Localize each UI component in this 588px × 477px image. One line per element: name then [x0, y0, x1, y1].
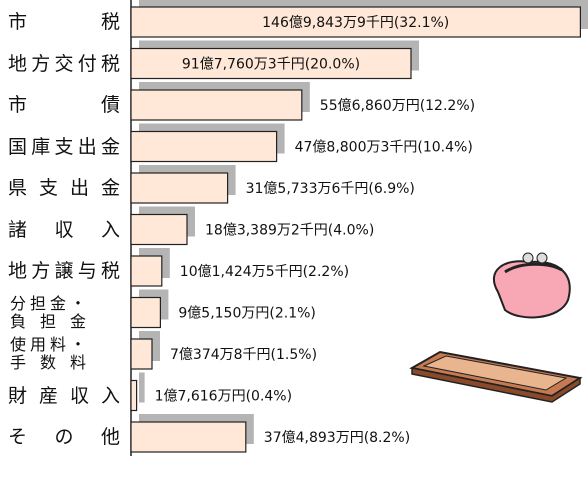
chart: 146億9,843万9千円(32.1%) 91億7,760万3千円(20.0%) 5…	[0, 0, 588, 477]
category-label: 県支出金	[8, 178, 120, 198]
value-label: 37億4,893万円(8.2%)	[264, 430, 410, 446]
value-label: 9億5,150万円(2.1%)	[178, 306, 315, 322]
category-label: 財産収入	[8, 386, 120, 406]
value-label: 31億5,733万6千円(6.9%)	[246, 181, 415, 197]
category-label: 市債	[8, 95, 120, 115]
value-label: 91億7,760万3千円(20.0%)	[182, 57, 360, 73]
bar	[131, 298, 160, 328]
bar-shadow	[139, 373, 145, 403]
purse	[494, 253, 570, 317]
value-label: 10億1,424万5千円(2.2%)	[180, 264, 349, 280]
category-label: 使用料・手数料	[10, 336, 86, 372]
bar	[131, 173, 228, 203]
category-label: 地方譲与税	[8, 261, 120, 281]
abacus	[412, 352, 580, 402]
bar	[131, 90, 302, 120]
category-label: 地方交付税	[8, 54, 120, 74]
category-label: その他	[8, 427, 120, 447]
category-label: 市税	[8, 12, 120, 32]
bar	[131, 132, 277, 162]
category-label: 国庫支出金	[8, 137, 120, 157]
value-label: 1億7,616万円(0.4%)	[155, 389, 292, 405]
bar	[131, 215, 187, 245]
value-label: 7億374万8千円(1.5%)	[170, 347, 317, 363]
bar	[131, 256, 162, 286]
bar	[131, 422, 246, 452]
category-label: 分担金・負担金	[10, 295, 86, 331]
value-label: 47億8,800万3千円(10.4%)	[295, 140, 473, 156]
value-label: 55億6,860万円(12.2%)	[320, 98, 475, 114]
value-label: 146億9,843万9千円(32.1%)	[262, 15, 449, 31]
bar	[131, 339, 152, 369]
category-label: 諸収入	[8, 220, 120, 240]
bar	[131, 381, 137, 411]
value-label: 18億3,389万2千円(4.0%)	[205, 223, 374, 239]
